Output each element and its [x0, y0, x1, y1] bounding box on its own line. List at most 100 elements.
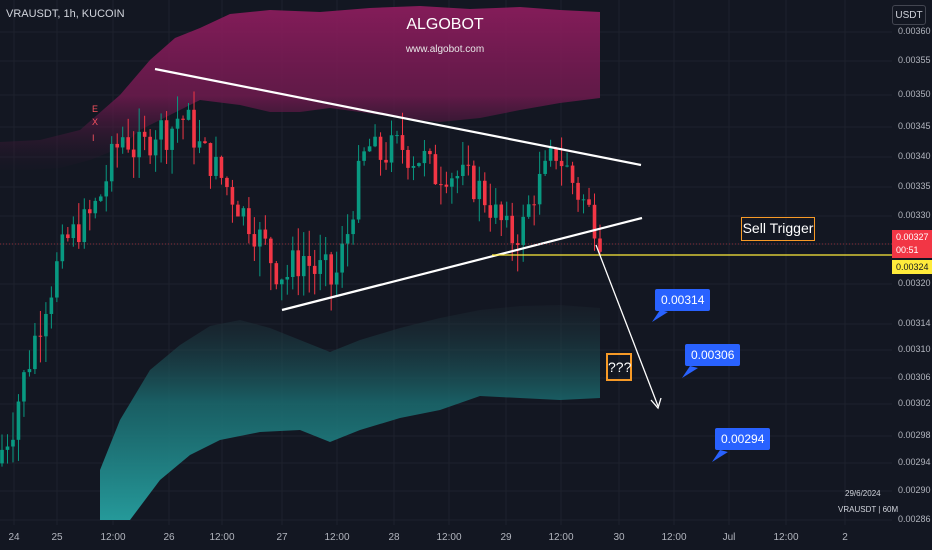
candle-body [554, 148, 558, 161]
candle-body [197, 141, 202, 148]
candle-body [570, 165, 575, 183]
candle-body [543, 160, 547, 174]
candle-body [252, 234, 257, 247]
candle-body [44, 313, 48, 337]
candle-body [499, 204, 504, 221]
x-tick-label: 27 [276, 532, 288, 543]
candle-body [49, 297, 54, 314]
candle-body [581, 199, 586, 201]
candle-body [433, 154, 438, 185]
candle-body [214, 156, 218, 176]
candle-body [482, 180, 487, 206]
x-tick-label: 12:00 [324, 532, 350, 543]
x-tick-label: 12:00 [548, 532, 574, 543]
candle-body [104, 181, 109, 197]
candle-body [400, 135, 405, 150]
candle-body [203, 141, 207, 144]
x-tick-label: 30 [613, 532, 625, 543]
candle-body [148, 136, 152, 156]
x-tick-label: 12:00 [209, 532, 235, 543]
y-tick-label: 0.00350 [898, 89, 931, 99]
candle-body [559, 160, 564, 167]
candle-body [417, 163, 421, 166]
candle-body [367, 146, 372, 152]
candle-body [477, 180, 482, 200]
candle-body [296, 250, 301, 277]
candle-body [186, 109, 191, 120]
y-tick-label: 0.00302 [898, 398, 931, 408]
candle-body [406, 149, 410, 168]
candle-body [307, 256, 312, 266]
candle-body [318, 260, 323, 274]
candle-body [131, 149, 136, 158]
y-tick-label: 0.00314 [898, 318, 931, 328]
candle-body [334, 272, 339, 285]
bar-countdown: 00:51 [896, 245, 919, 255]
candle-body [219, 156, 224, 178]
currency-unit-button[interactable]: USDT [892, 5, 926, 25]
candle-body [142, 131, 147, 137]
y-tick-label: 0.00355 [898, 55, 931, 65]
candle-body [290, 250, 295, 277]
candle-body [565, 165, 569, 167]
unknown-label: ??? [606, 353, 632, 381]
candle-body [181, 118, 185, 120]
candle-body [285, 276, 290, 280]
candle-body [576, 182, 580, 200]
x-tick-label: 12:00 [100, 532, 126, 543]
candle-body [258, 229, 262, 247]
candle-body [27, 369, 32, 373]
target-label-1: 0.00314 [655, 289, 711, 311]
x-tick-label: 2 [842, 532, 848, 543]
candle-body [395, 135, 399, 137]
candle-body [175, 118, 180, 129]
sell-trigger-label: Sell Trigger [741, 217, 815, 241]
candle-body [587, 199, 591, 205]
candle-body [55, 261, 59, 298]
resistance-trendline[interactable] [154, 67, 642, 167]
support-trendline[interactable] [281, 216, 643, 312]
candle-body [247, 208, 251, 235]
candle-body [323, 254, 328, 261]
candle-body [274, 263, 279, 285]
symbol-header[interactable]: VRAUSDT, 1h, KUCOIN [6, 8, 125, 20]
candle-body [340, 243, 344, 273]
target-label-3: 0.00294 [715, 428, 771, 450]
candle-body [33, 335, 37, 370]
candle-body [159, 120, 163, 140]
candle-body [16, 401, 21, 440]
candle-body [82, 209, 87, 243]
candle-body [598, 238, 602, 252]
candle-body [378, 136, 383, 160]
candle-body [192, 109, 196, 148]
x-tick-label: 12:00 [661, 532, 687, 543]
projection-arrow [595, 244, 662, 410]
y-tick-label: 0.00290 [898, 485, 931, 495]
candle-body [115, 143, 120, 148]
candle-body [373, 136, 377, 147]
candle-body [411, 165, 416, 168]
candle-body [22, 372, 26, 402]
candle-body [60, 234, 65, 262]
current-price-value: 0.00327 [896, 232, 929, 242]
y-tick-label: 0.00298 [898, 430, 931, 440]
candle-body [126, 137, 130, 150]
candle-body [384, 159, 388, 163]
level-price-tag: 0.00324 [892, 260, 932, 274]
footer-date: 29/6/2024 [845, 489, 881, 498]
candle-body [439, 184, 443, 186]
x-tick-label: 28 [388, 532, 400, 543]
x-tick-label: Jul [722, 532, 736, 543]
y-tick-label: 0.00345 [898, 121, 931, 131]
candle-body [120, 137, 125, 148]
candle-body [269, 238, 273, 264]
candle-body [504, 215, 509, 221]
candle-body [422, 150, 427, 164]
candle-body [301, 256, 306, 277]
candle-body [208, 143, 213, 176]
candle-body [87, 209, 92, 214]
candle-body [329, 254, 333, 285]
candle-body [472, 165, 476, 200]
candle-body [466, 164, 471, 166]
